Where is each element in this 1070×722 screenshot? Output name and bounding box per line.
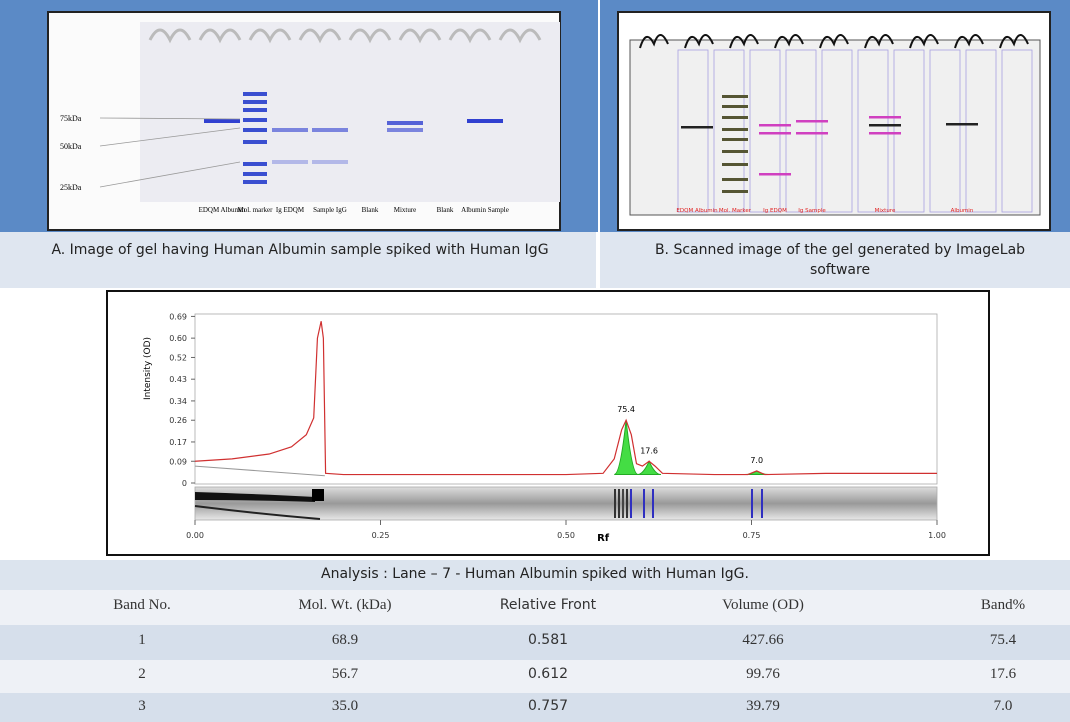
table-caption: Analysis : Lane – 7 - Human Albumin spik… <box>0 564 1070 584</box>
peak-label: 75.4 <box>617 405 635 414</box>
y-tick-label: 0.26 <box>169 416 187 425</box>
x-tick-label: 1.00 <box>928 531 946 540</box>
table-cell: 2 <box>42 666 242 683</box>
protein-band <box>869 132 901 135</box>
header-cell: Mol. Wt. (kDa) <box>245 597 445 614</box>
table-cell: 39.79 <box>663 698 863 715</box>
lane-label: Albumin <box>951 208 974 214</box>
table-cell: 56.7 <box>245 666 445 683</box>
marker-band <box>243 172 267 176</box>
marker-band <box>722 116 748 119</box>
marker-band <box>243 140 267 144</box>
header-cell: Relative Front <box>448 597 648 613</box>
lane-label: Sample IgG <box>313 206 347 214</box>
protein-band <box>312 128 348 132</box>
y-tick-label: 0.52 <box>169 353 187 362</box>
marker-band <box>722 95 748 98</box>
protein-band <box>869 116 901 119</box>
lane-label: Ig Sample <box>798 208 826 214</box>
y-tick-label: 0.09 <box>169 457 187 466</box>
protein-band <box>387 121 423 125</box>
marker-band <box>243 128 267 132</box>
caption: A. Image of gel having Human Albumin sam… <box>40 240 560 260</box>
protein-band <box>759 132 791 135</box>
protein-band <box>946 123 978 126</box>
marker-band <box>722 138 748 141</box>
protein-band <box>681 126 713 129</box>
marker-label: 75kDa <box>60 114 82 123</box>
lane-label: Ig EDQM <box>276 206 305 214</box>
table-cell: 7.0 <box>903 698 1070 715</box>
page: 75kDa50kDa25kDaEDQM AlbuminMol. markerIg… <box>0 0 1070 722</box>
lane-label: Mol. Marker <box>719 208 752 214</box>
table-cell: 1 <box>42 632 242 649</box>
lane-label: Mixture <box>394 206 417 214</box>
protein-band <box>796 120 828 123</box>
table-cell: 68.9 <box>245 632 445 649</box>
protein-band <box>796 132 828 135</box>
marker-band <box>722 163 748 166</box>
table-cell: 0.757 <box>448 698 648 714</box>
header-cell: Volume (OD) <box>663 597 863 614</box>
table-cell: 99.76 <box>663 666 863 683</box>
protein-band <box>387 128 423 132</box>
y-axis-label: Intensity (OD) <box>143 337 153 400</box>
lane-strip <box>195 487 937 520</box>
protein-band <box>759 124 791 127</box>
table-cell: 75.4 <box>903 632 1070 649</box>
marker-band <box>243 92 267 96</box>
gel-a <box>140 22 560 202</box>
header-cell: Band No. <box>42 597 242 614</box>
caption: B. Scanned image of the gel generated by… <box>630 240 1050 280</box>
y-tick-label: 0.69 <box>169 312 187 321</box>
table-cell: 0.612 <box>448 666 648 682</box>
y-tick-label: 0.43 <box>169 375 187 384</box>
header-cell: Band% <box>903 597 1070 614</box>
marker-band <box>243 162 267 166</box>
x-tick-label: 0.75 <box>743 531 761 540</box>
marker-band <box>243 108 267 112</box>
lane-label: Blank <box>362 206 379 214</box>
y-tick-label: 0.17 <box>169 438 187 447</box>
marker-label: 50kDa <box>60 142 82 151</box>
protein-band <box>272 160 308 164</box>
peak-label: 7.0 <box>750 456 763 465</box>
protein-band <box>759 173 791 176</box>
lane-label: EDQM Albumin <box>676 208 718 214</box>
y-tick-label: 0.34 <box>169 397 187 406</box>
protein-band <box>204 119 240 123</box>
table-cell: 3 <box>42 698 242 715</box>
marker-band <box>722 128 748 131</box>
lane-label: Ig EDQM <box>763 208 787 214</box>
marker-band <box>243 118 267 122</box>
peak-label: 17.6 <box>640 446 658 455</box>
marker-band <box>243 100 267 104</box>
protein-band <box>312 160 348 164</box>
protein-band <box>272 128 308 132</box>
lane-label: Blank <box>437 206 454 214</box>
marker-band <box>722 105 748 108</box>
marker-band <box>243 180 267 184</box>
lane-label: Mol. marker <box>238 206 274 214</box>
y-tick-label: 0 <box>182 479 187 488</box>
x-tick-label: 0.50 <box>557 531 575 540</box>
lane-label: Albumin Sample <box>461 206 509 214</box>
marker-label: 25kDa <box>60 183 82 192</box>
x-tick-label: 0.00 <box>186 531 204 540</box>
protein-band <box>869 124 901 127</box>
y-tick-label: 0.60 <box>169 334 187 343</box>
table-cell: 35.0 <box>245 698 445 715</box>
x-tick-label: 0.25 <box>372 531 390 540</box>
lane-blob <box>312 489 324 501</box>
protein-band <box>467 119 503 123</box>
marker-band <box>722 190 748 193</box>
lane-label: Mixture <box>875 208 896 214</box>
x-axis-label: Rf <box>597 533 610 544</box>
table-cell: 427.66 <box>663 632 863 649</box>
marker-band <box>722 178 748 181</box>
table-cell: 0.581 <box>448 632 648 648</box>
marker-band <box>722 150 748 153</box>
table-cell: 17.6 <box>903 666 1070 683</box>
